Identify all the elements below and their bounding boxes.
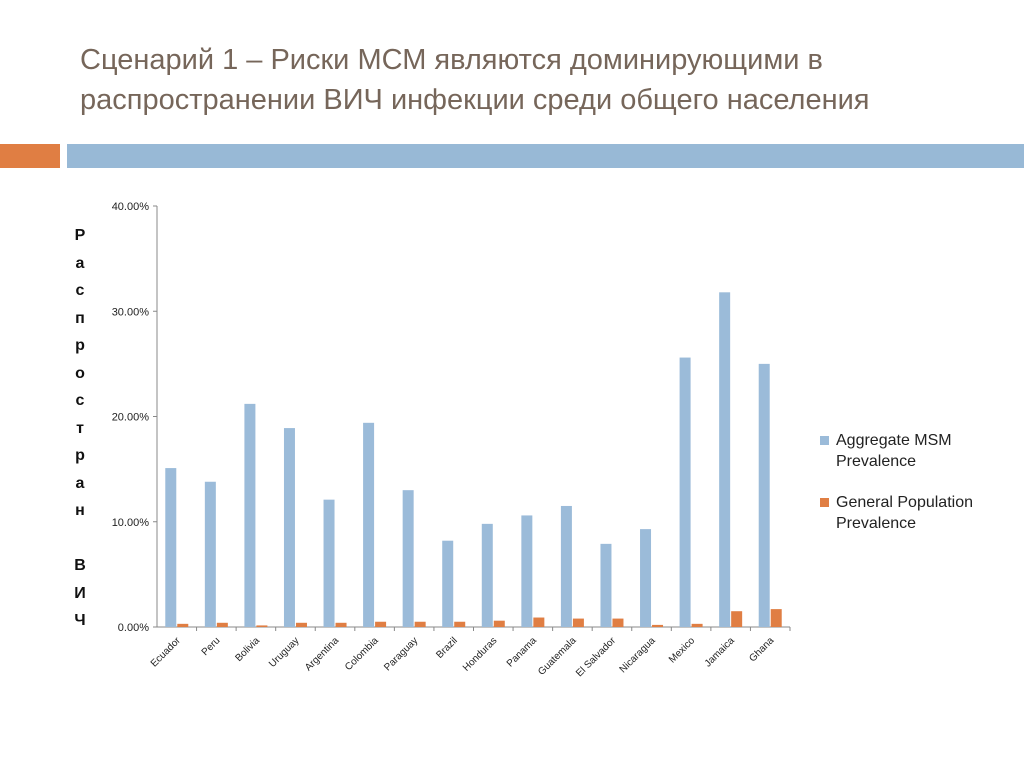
- bar-general: [573, 619, 584, 627]
- bar-msm: [719, 292, 730, 627]
- y-tick-label: 30.00%: [112, 306, 150, 318]
- bar-general: [375, 622, 386, 627]
- chart-legend: Aggregate MSM Prevalence General Populati…: [820, 430, 1010, 554]
- bar-general: [256, 625, 267, 627]
- x-tick-label: Mexico: [667, 635, 697, 665]
- bar-msm: [324, 500, 335, 627]
- x-tick-label: Jamaica: [703, 635, 737, 669]
- bar-general: [415, 622, 426, 627]
- bar-general: [652, 625, 663, 627]
- bar-msm: [165, 468, 176, 627]
- legend-item: General Population Prevalence: [820, 492, 1010, 534]
- legend-label: General Population Prevalence: [836, 494, 973, 532]
- x-tick-label: Paraguay: [382, 635, 420, 673]
- bar-msm: [680, 358, 691, 627]
- x-tick-label: Brazil: [434, 635, 459, 660]
- y-tick-label: 40.00%: [112, 201, 150, 213]
- y-tick-label: 10.00%: [112, 517, 150, 529]
- bar-msm: [561, 506, 572, 627]
- x-tick-label: Nicaragua: [618, 635, 658, 675]
- bar-general: [454, 622, 465, 627]
- bar-msm: [244, 404, 255, 627]
- bar-msm: [521, 515, 532, 627]
- bar-general: [612, 619, 623, 627]
- x-tick-label: Argentina: [303, 635, 341, 673]
- legend-swatch: [820, 436, 829, 445]
- bar-general: [217, 623, 228, 627]
- bar-msm: [205, 482, 216, 627]
- x-tick-label: Bolivia: [233, 635, 262, 664]
- bar-general: [336, 623, 347, 627]
- bar-general: [296, 623, 307, 627]
- y-tick-label: 0.00%: [118, 622, 149, 634]
- bar-msm: [600, 544, 611, 627]
- bar-general: [692, 624, 703, 627]
- x-tick-label: Panama: [505, 635, 539, 669]
- bar-msm: [284, 428, 295, 627]
- x-tick-label: Colombia: [343, 635, 381, 673]
- y-tick-label: 20.00%: [112, 412, 150, 424]
- bar-msm: [759, 364, 770, 627]
- x-tick-label: Ghana: [747, 635, 776, 664]
- x-tick-label: Uruguay: [267, 635, 302, 670]
- bar-msm: [403, 490, 414, 627]
- bar-msm: [363, 423, 374, 627]
- x-tick-label: Guatemala: [536, 635, 579, 678]
- bar-msm: [482, 524, 493, 627]
- bar-general: [731, 611, 742, 627]
- bar-chart: 0.00% 10.00% 20.00% 30.00% 40.00% Ecuador Peru…: [0, 0, 1024, 768]
- x-tick-label: Ecuador: [149, 635, 184, 670]
- bar-msm: [442, 541, 453, 627]
- x-tick-label: Peru: [200, 635, 223, 658]
- bar-general: [177, 624, 188, 627]
- bar-general: [494, 621, 505, 627]
- x-tick-label: Honduras: [461, 635, 499, 673]
- bar-general: [771, 609, 782, 627]
- x-tick-label: El Salvador: [574, 635, 618, 679]
- legend-label: Aggregate MSM Prevalence: [836, 432, 952, 470]
- legend-swatch: [820, 498, 829, 507]
- legend-item: Aggregate MSM Prevalence: [820, 430, 1010, 472]
- bar-msm: [640, 529, 651, 627]
- bar-general: [533, 618, 544, 627]
